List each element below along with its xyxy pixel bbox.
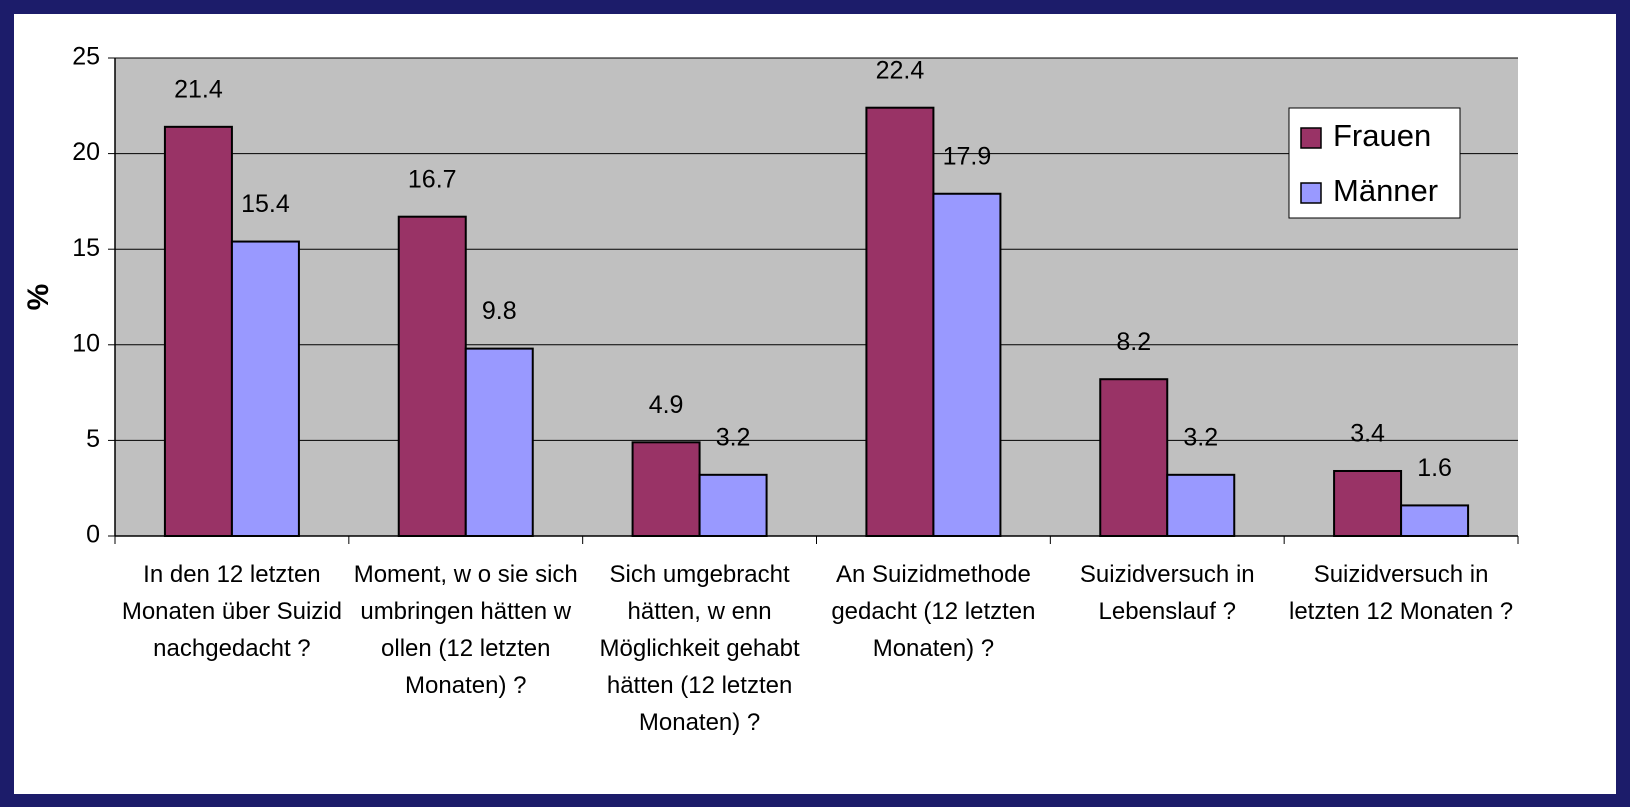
y-axis-label: % <box>22 284 55 311</box>
x-tick-label: In den 12 letzten Monaten über Suizid na… <box>121 561 342 662</box>
value-label: 3.2 <box>1183 423 1218 451</box>
bar <box>698 473 768 538</box>
bar <box>163 125 233 537</box>
value-label: 21.4 <box>174 75 223 103</box>
value-label: 3.2 <box>716 423 751 451</box>
bar <box>397 215 467 537</box>
x-tick-label: Moment, w o sie sich umbringen hätten w … <box>353 561 578 699</box>
value-label: 9.8 <box>482 297 517 325</box>
legend-label: Männer <box>1333 173 1438 208</box>
value-label: 15.4 <box>241 190 290 218</box>
value-label: 16.7 <box>408 165 457 193</box>
bar <box>631 441 701 538</box>
y-tick-label: 5 <box>86 425 100 453</box>
value-label: 1.6 <box>1417 454 1452 482</box>
legend-label: Frauen <box>1333 118 1431 153</box>
bar <box>1166 473 1236 538</box>
x-tick-label: An Suizidmethode gedacht (12 letzten Mon… <box>831 561 1036 662</box>
y-tick-label: 10 <box>72 329 100 357</box>
x-tick-label: Sich umgebracht hätten, w enn Möglichkei… <box>599 561 800 736</box>
bar <box>230 240 300 537</box>
bar <box>1099 378 1169 537</box>
y-tick-label: 15 <box>72 234 100 262</box>
value-label: 22.4 <box>876 56 925 84</box>
bar <box>464 347 534 537</box>
bar <box>1400 504 1470 537</box>
value-label: 4.9 <box>649 391 684 419</box>
plot-area <box>115 58 1518 536</box>
x-tick-label: Suizidversuch in Lebenslauf ? <box>1079 561 1255 625</box>
value-label: 17.9 <box>943 142 992 170</box>
legend-swatch <box>1300 182 1322 204</box>
bar <box>865 106 935 537</box>
legend-swatch <box>1300 127 1322 149</box>
value-label: 3.4 <box>1350 420 1385 448</box>
bar <box>1333 469 1403 538</box>
y-tick-label: 20 <box>72 138 100 166</box>
x-tick-label: Suizidversuch in letzten 12 Monaten ? <box>1289 561 1514 625</box>
y-tick-label: 0 <box>86 521 100 549</box>
value-label: 8.2 <box>1116 328 1151 356</box>
bar <box>932 192 1002 537</box>
y-tick-label: 25 <box>72 43 100 71</box>
